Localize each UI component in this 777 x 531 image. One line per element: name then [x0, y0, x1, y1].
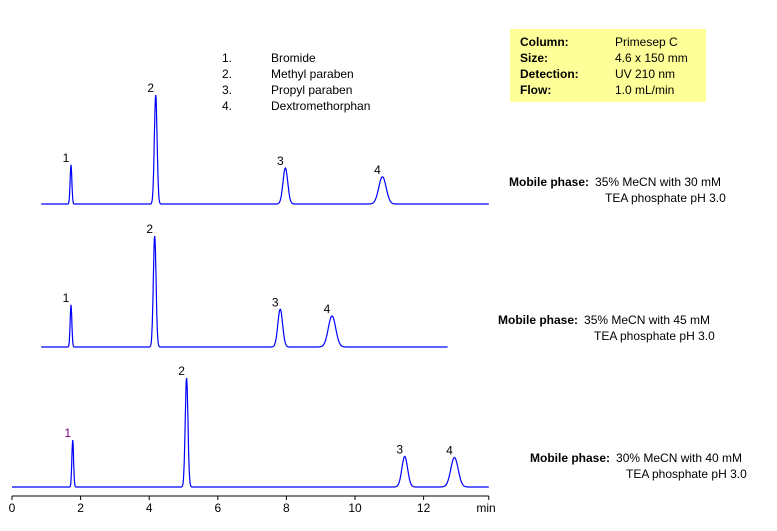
- mobile-phase-line2: TEA phosphate pH 3.0: [594, 329, 715, 343]
- peak-label: 4: [324, 302, 331, 316]
- info-row: Size: 4.6 x 150 mm: [520, 51, 688, 65]
- mobile-phase-label: Mobile phase:: [509, 175, 590, 189]
- peak-label: 3: [396, 442, 403, 456]
- x-tick-label: 0: [9, 501, 16, 515]
- info-key: Detection:: [520, 67, 579, 81]
- legend-num: 2.: [222, 67, 233, 81]
- x-tick-label: 6: [214, 501, 221, 515]
- mobile-phase-3: Mobile phase: 30% MeCN with 40 mM TEA phos…: [530, 450, 747, 481]
- mobile-phase-line1: 30% MeCN with 40 mM: [616, 451, 743, 465]
- peak-label: 2: [147, 81, 154, 95]
- info-key: Column:: [520, 35, 569, 49]
- info-row: Column: Primesep C: [520, 35, 678, 49]
- info-value: 1.0 mL/min: [615, 83, 675, 97]
- peak-label: 1: [63, 151, 70, 165]
- legend-item: 3. Propyl paraben: [222, 83, 370, 99]
- peak-label: 1: [63, 291, 70, 305]
- info-row: Flow: 1.0 mL/min: [520, 83, 674, 97]
- legend-item: 4. Dextromethorphan: [222, 99, 370, 115]
- x-tick-label: 10: [348, 501, 362, 515]
- info-value: Primesep C: [615, 35, 678, 49]
- x-tick-label: 8: [283, 501, 290, 515]
- legend-item: 2. Methyl paraben: [222, 67, 370, 83]
- trace-1: [41, 94, 489, 205]
- x-axis-label: min: [476, 501, 495, 515]
- mobile-phase-1: Mobile phase: 35% MeCN with 30 mM TEA phos…: [509, 174, 726, 205]
- info-row: Detection: UV 210 nm: [520, 67, 675, 81]
- info-value: UV 210 nm: [615, 67, 676, 81]
- mobile-phase-line2: TEA phosphate pH 3.0: [605, 191, 726, 205]
- method-info-box: Column: Primesep C Size: 4.6 x 150 mm Dete…: [510, 29, 706, 102]
- info-value: 4.6 x 150 mm: [615, 51, 688, 65]
- peak-label: 2: [146, 222, 153, 236]
- mobile-phase-line2: TEA phosphate pH 3.0: [626, 467, 747, 481]
- peak-label: 3: [277, 154, 284, 168]
- info-key: Size:: [520, 51, 549, 65]
- x-tick-label: 2: [77, 501, 84, 515]
- trace-2: [41, 235, 448, 348]
- info-key: Flow:: [520, 83, 552, 97]
- legend-name: Methyl paraben: [271, 67, 354, 81]
- legend-name: Bromide: [271, 51, 316, 65]
- legend-name: Propyl paraben: [271, 83, 353, 97]
- peak-label: 4: [446, 444, 453, 458]
- x-tick-label: 4: [146, 501, 153, 515]
- peak-legend: 1. Bromide 2. Methyl paraben 3. Propyl para…: [222, 51, 370, 115]
- mobile-phase-2: Mobile phase: 35% MeCN with 45 mM TEA phos…: [498, 312, 715, 343]
- legend-num: 4.: [222, 99, 233, 113]
- peak-label: 3: [272, 295, 279, 309]
- legend-num: 3.: [222, 83, 233, 97]
- legend-name: Dextromethorphan: [271, 99, 371, 113]
- mobile-phase-label: Mobile phase:: [498, 313, 579, 327]
- peak-label: 2: [178, 364, 185, 378]
- trace-3: [12, 377, 489, 488]
- peak-label: 1: [64, 426, 71, 440]
- mobile-phase-label: Mobile phase:: [530, 451, 611, 465]
- legend-item: 1. Bromide: [222, 51, 370, 67]
- mobile-phase-line1: 35% MeCN with 30 mM: [595, 175, 722, 189]
- mobile-phase-line1: 35% MeCN with 45 mM: [584, 313, 711, 327]
- x-tick-label: 12: [417, 501, 431, 515]
- peak-label: 4: [374, 163, 381, 177]
- legend-num: 1.: [222, 51, 233, 65]
